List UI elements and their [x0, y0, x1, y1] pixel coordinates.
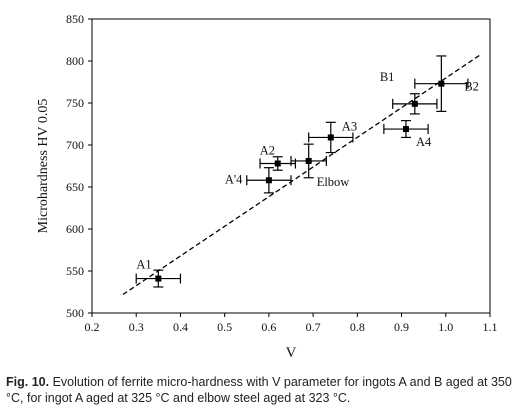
point-marker: [155, 275, 162, 282]
x-tick-label: 0.5: [217, 320, 232, 334]
point-marker: [411, 100, 418, 107]
data-point: [259, 156, 297, 171]
caption-label: Fig. 10.: [6, 375, 50, 389]
point-marker: [438, 80, 445, 87]
x-axis-title: V: [286, 345, 297, 361]
data-points-layer: [135, 55, 469, 288]
point-marker: [305, 157, 312, 164]
point-label: Elbow: [317, 175, 350, 189]
plot-frame: [91, 18, 491, 314]
y-tick-label: 850: [66, 12, 84, 26]
y-tick-label: 550: [66, 264, 84, 278]
data-point: [135, 269, 182, 288]
x-tick-label: 0.9: [394, 320, 409, 334]
point-label: A3: [342, 119, 357, 133]
data-point: [383, 120, 429, 139]
x-tick-label: 0.3: [129, 320, 144, 334]
data-point: [392, 93, 438, 115]
y-tick-label: 800: [66, 54, 84, 68]
point-marker: [265, 177, 272, 184]
data-point: [308, 121, 354, 154]
caption-text: Evolution of ferrite micro-hardness with…: [6, 375, 512, 405]
trend-line: [122, 53, 482, 296]
x-tick-label: 0.4: [173, 320, 188, 334]
trend-line-layer: [122, 53, 482, 296]
x-tick-label: 1.1: [483, 320, 498, 334]
y-tick-label: 600: [66, 222, 84, 236]
data-point: [290, 143, 327, 179]
data-point: [246, 167, 292, 194]
y-tick-label: 500: [66, 306, 84, 320]
y-tick-label: 750: [66, 96, 84, 110]
x-tick-label: 0.7: [306, 320, 321, 334]
x-tick-label: 0.6: [261, 320, 276, 334]
y-tick-label: 700: [66, 138, 84, 152]
point-marker: [327, 134, 334, 141]
x-tick-label: 0.2: [85, 320, 100, 334]
microhardness-chart: 0.2 0.3 0.4 0.5 0.6 0.7 0.8 0.9 1.0 1.1 500 550 600 6…: [36, 12, 498, 361]
point-label: B2: [464, 80, 479, 94]
axis-ticks: 0.2 0.3 0.4 0.5 0.6 0.7 0.8 0.9 1.0 1.1 500 550 600 6…: [66, 12, 498, 334]
point-marker: [402, 126, 409, 133]
y-axis-title: Microhardness HV 0.05: [36, 99, 51, 234]
data-point: [414, 55, 469, 113]
y-tick-label: 650: [66, 180, 84, 194]
point-label: A1: [136, 258, 151, 272]
point-label: A'4: [225, 172, 243, 186]
point-labels-layer: A1 A'4 A2 Elbow A3 A4 B1 B2: [136, 70, 479, 272]
x-tick-label: 0.8: [350, 320, 365, 334]
point-marker: [274, 160, 281, 167]
x-tick-label: 1.0: [438, 320, 453, 334]
point-label: B1: [380, 70, 395, 84]
point-label: A2: [260, 143, 275, 157]
point-label: A4: [416, 135, 432, 149]
figure-caption: Fig. 10. Evolution of ferrite micro-hard…: [6, 374, 523, 406]
